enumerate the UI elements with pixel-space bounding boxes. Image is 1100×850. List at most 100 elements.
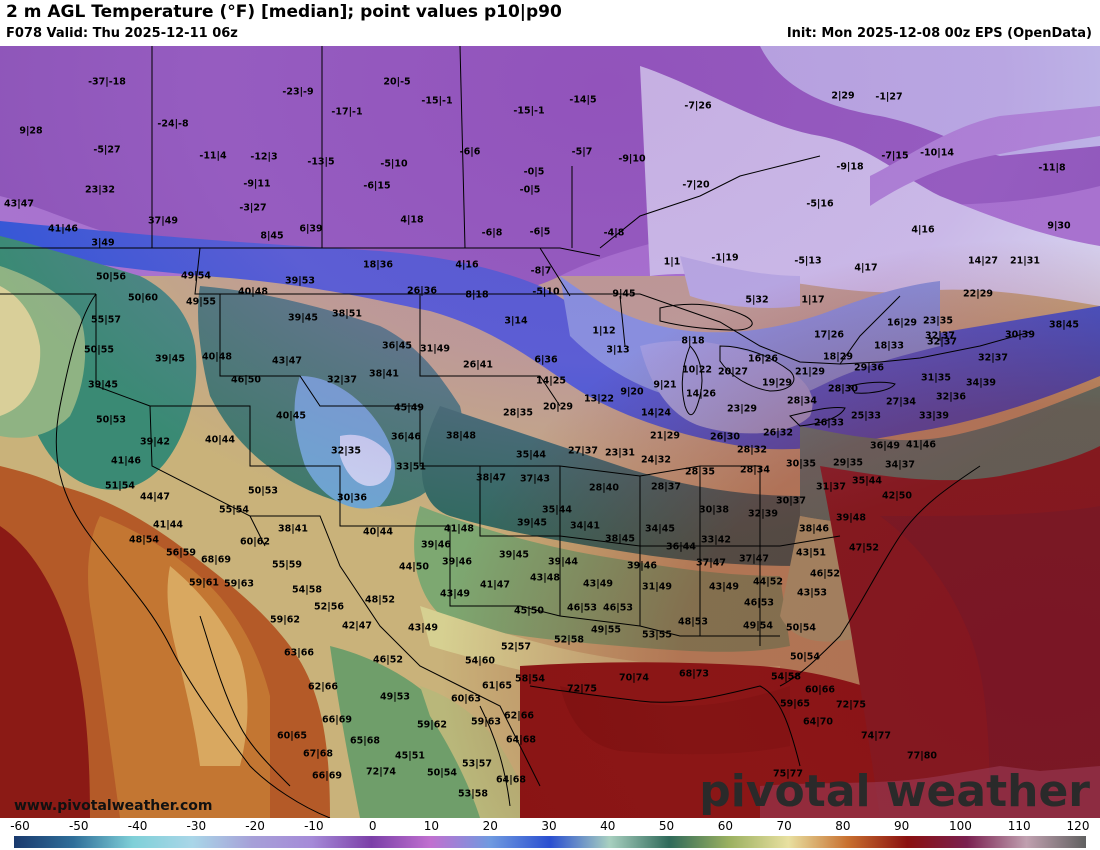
- point-value-label: 48|54: [129, 534, 159, 546]
- point-value-label: -1|19: [711, 252, 739, 264]
- point-value-label: 41|44: [153, 519, 183, 531]
- point-value-label: 50|60: [128, 292, 158, 304]
- point-value-label: 3|13: [606, 344, 630, 356]
- point-value-label: 4|16: [455, 259, 479, 271]
- point-value-label: 39|46: [442, 556, 472, 568]
- point-value-label: 20|-5: [383, 76, 411, 88]
- point-value-label: 72|75: [836, 699, 866, 711]
- point-value-label: 43|47: [4, 198, 34, 210]
- point-value-label: 67|68: [303, 748, 333, 760]
- point-value-label: -11|4: [199, 150, 227, 162]
- point-value-label: 41|48: [444, 523, 474, 535]
- point-value-label: 40|44: [363, 526, 393, 538]
- point-value-label: 18|33: [874, 340, 904, 352]
- point-value-label: 28|32: [737, 444, 767, 456]
- point-value-label: 26|33: [814, 417, 844, 429]
- point-value-label: 46|53: [744, 597, 774, 609]
- point-value-label: 30|35: [786, 458, 816, 470]
- point-value-label: 48|53: [678, 616, 708, 628]
- point-value-label: 59|63: [224, 578, 254, 590]
- point-value-label: -1|27: [875, 91, 903, 103]
- point-value-label: -4|8: [603, 227, 625, 239]
- point-value-label: 30|38: [699, 504, 729, 516]
- point-value-label: 49|54: [743, 620, 773, 632]
- point-value-label: 39|46: [627, 560, 657, 572]
- point-value-label: 43|48: [530, 572, 560, 584]
- point-value-label: 49|54: [181, 270, 211, 282]
- point-value-label: 33|51: [396, 461, 426, 473]
- point-value-label: 74|77: [861, 730, 891, 742]
- point-value-label: 63|66: [284, 647, 314, 659]
- point-value-label: 41|46: [111, 455, 141, 467]
- point-value-label: 39|48: [836, 512, 866, 524]
- point-value-label: 31|49: [420, 343, 450, 355]
- point-value-label: 26|30: [710, 431, 740, 443]
- point-value-label: 68|69: [201, 554, 231, 566]
- colorbar-tick-label: 50: [658, 819, 675, 833]
- point-value-label: 46|52: [810, 568, 840, 580]
- point-value-label: -3|27: [239, 202, 267, 214]
- point-value-label: 64|70: [803, 716, 833, 728]
- point-value-label: -10|14: [920, 147, 954, 159]
- point-value-label: 64|68: [506, 734, 536, 746]
- point-value-label: 8|18: [465, 289, 489, 301]
- point-value-label: 1|17: [801, 294, 825, 306]
- point-value-label: 60|63: [451, 693, 481, 705]
- point-value-label: 19|29: [762, 377, 792, 389]
- website-label[interactable]: www.pivotalweather.com: [14, 798, 213, 814]
- point-value-label: 39|45: [288, 312, 318, 324]
- point-value-label: 26|32: [763, 427, 793, 439]
- colorbar-tick-label: 100: [948, 819, 972, 833]
- point-value-label: 53|57: [462, 758, 492, 770]
- point-value-label: 39|45: [499, 549, 529, 561]
- point-value-label: 75|77: [773, 768, 803, 780]
- point-value-label: -8|7: [530, 265, 552, 277]
- map-fill: [0, 46, 1100, 818]
- point-value-label: 34|37: [885, 459, 915, 471]
- point-value-label: 66|69: [322, 714, 352, 726]
- point-value-label: 38|47: [476, 472, 506, 484]
- point-value-label: 46|53: [603, 602, 633, 614]
- point-value-label: 33|42: [701, 534, 731, 546]
- point-value-label: 38|41: [278, 523, 308, 535]
- point-value-label: 31|37: [816, 481, 846, 493]
- point-value-label: 44|50: [399, 561, 429, 573]
- point-value-label: 50|54: [427, 767, 457, 779]
- point-value-label: 31|49: [642, 581, 672, 593]
- point-value-label: 41|47: [480, 579, 510, 591]
- colorbar-tick-label: -20: [245, 819, 265, 833]
- point-value-label: 21|29: [650, 430, 680, 442]
- point-value-label: 3|14: [504, 315, 528, 327]
- point-value-label: 65|68: [350, 735, 380, 747]
- point-value-label: 23|32: [85, 184, 115, 196]
- point-value-label: 16|26: [748, 353, 778, 365]
- colorbar-tick-label: 60: [717, 819, 733, 833]
- point-value-label: 58|54: [515, 673, 545, 685]
- point-value-label: 44|47: [140, 491, 170, 503]
- point-value-label: 54|58: [292, 584, 322, 596]
- coastlines: [55, 293, 981, 818]
- colorbar-tick-label: 20: [482, 819, 498, 833]
- point-value-label: 60|62: [240, 536, 270, 548]
- point-value-label: 53|58: [458, 788, 488, 800]
- temperature-map[interactable]: -37|-18 -23|-9 20|-5 -15|-1 -14|5 -7|26 2|29 -1…: [0, 46, 1100, 818]
- colorbar-labels: -60 -50 -40 -30 -20 -10 0 10 20 30 40 50 60 70 80 90 100…: [0, 818, 1100, 834]
- point-value-label: 1|1: [663, 256, 681, 268]
- point-value-label: -17|-1: [331, 106, 363, 118]
- colorbar: [14, 836, 1086, 848]
- point-value-label: 49|53: [380, 691, 410, 703]
- point-value-label: 28|34: [787, 395, 817, 407]
- point-value-label: 62|66: [504, 710, 534, 722]
- point-value-label: 53|55: [642, 629, 672, 641]
- political-borders: [0, 46, 1031, 787]
- colorbar-tick-label: 80: [835, 819, 851, 833]
- point-value-label: -12|3: [250, 151, 278, 163]
- point-value-label: -14|5: [569, 94, 597, 106]
- point-value-label: 14|26: [686, 388, 716, 400]
- point-value-label: 38|41: [369, 368, 399, 380]
- point-value-label: 17|26: [814, 329, 844, 341]
- point-value-label: 41|46: [48, 223, 78, 235]
- point-value-label: 27|34: [886, 396, 916, 408]
- point-value-label: 37|49: [148, 215, 178, 227]
- colorbar-tick-label: -30: [186, 819, 207, 833]
